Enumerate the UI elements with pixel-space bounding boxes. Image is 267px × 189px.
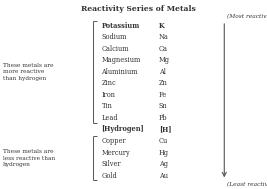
Text: Pb: Pb (159, 114, 167, 122)
Text: Hg: Hg (159, 149, 169, 156)
Text: Gold: Gold (101, 172, 117, 180)
Text: [H]: [H] (159, 125, 171, 133)
Text: (Least reactive metal): (Least reactive metal) (227, 182, 267, 187)
Text: Magnesium: Magnesium (101, 56, 141, 64)
Text: Calcium: Calcium (101, 45, 129, 53)
Text: Sn: Sn (159, 102, 168, 110)
Text: Aluminium: Aluminium (101, 68, 138, 76)
Text: These metals are
less reactive than
hydrogen: These metals are less reactive than hydr… (3, 149, 55, 167)
Text: Zinc: Zinc (101, 79, 116, 87)
Text: Mg: Mg (159, 56, 170, 64)
Text: Reactivity Series of Metals: Reactivity Series of Metals (81, 5, 196, 13)
Text: Copper: Copper (101, 137, 126, 145)
Text: Ca: Ca (159, 45, 168, 53)
Text: Fe: Fe (159, 91, 167, 99)
Text: K: K (159, 22, 165, 30)
Text: Tin: Tin (101, 102, 112, 110)
Text: Ag: Ag (159, 160, 168, 168)
Text: Potassium: Potassium (101, 22, 140, 30)
Text: (Most reactive metal): (Most reactive metal) (227, 14, 267, 19)
Text: Sodium: Sodium (101, 33, 127, 41)
Text: Cu: Cu (159, 137, 168, 145)
Text: [Hydrogen]: [Hydrogen] (101, 125, 144, 133)
Text: Au: Au (159, 172, 168, 180)
Text: Al: Al (159, 68, 166, 76)
Text: These metals are
more reactive
than hydrogen: These metals are more reactive than hydr… (3, 63, 53, 81)
Text: Silver: Silver (101, 160, 121, 168)
Text: Iron: Iron (101, 91, 115, 99)
Text: Lead: Lead (101, 114, 118, 122)
Text: Zn: Zn (159, 79, 168, 87)
Text: Mercury: Mercury (101, 149, 130, 156)
Text: Na: Na (159, 33, 169, 41)
